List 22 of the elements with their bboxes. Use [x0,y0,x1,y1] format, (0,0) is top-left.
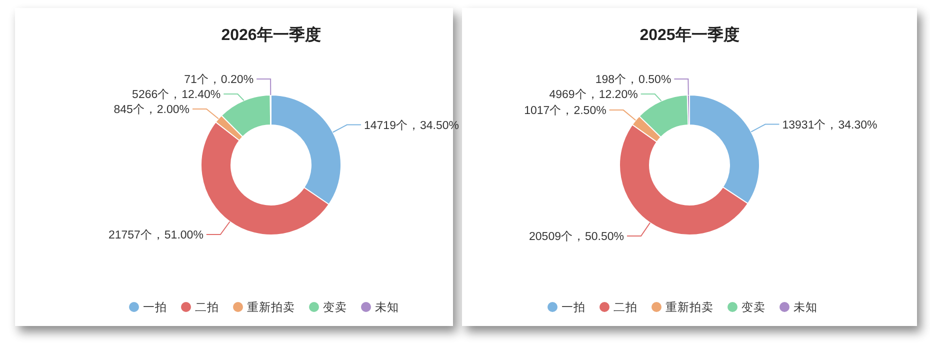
data-label: 71个，0.20% [184,73,254,86]
legend-label: 未知 [794,301,818,314]
data-label: 198个，0.50% [595,73,672,86]
legend-label: 一拍 [143,301,167,314]
data-label: 1017个，2.50% [524,104,606,118]
legend-label: 二拍 [614,301,638,314]
legend-label: 重新拍卖 [247,300,295,314]
legend-label: 未知 [375,301,399,314]
data-label: 845个，2.00% [114,103,190,116]
data-label: 21757个，51.00% [108,228,204,242]
chart-title: 2026年一季度 [221,25,321,44]
data-label: 13931个，34.30% [782,118,878,132]
chart-title: 2025年一季度 [640,25,740,44]
legend-label: 一拍 [562,301,586,314]
data-label: 14719个，34.50% [364,118,459,132]
data-label: 4969个，12.20% [549,88,638,102]
legend-label: 二拍 [195,301,219,314]
legend-label: 变卖 [742,300,766,314]
data-label: 5266个，12.40% [132,88,221,101]
data-label: 20509个，50.50% [529,230,624,244]
legend-label: 重新拍卖 [666,300,714,314]
legend-label: 变卖 [323,300,347,314]
